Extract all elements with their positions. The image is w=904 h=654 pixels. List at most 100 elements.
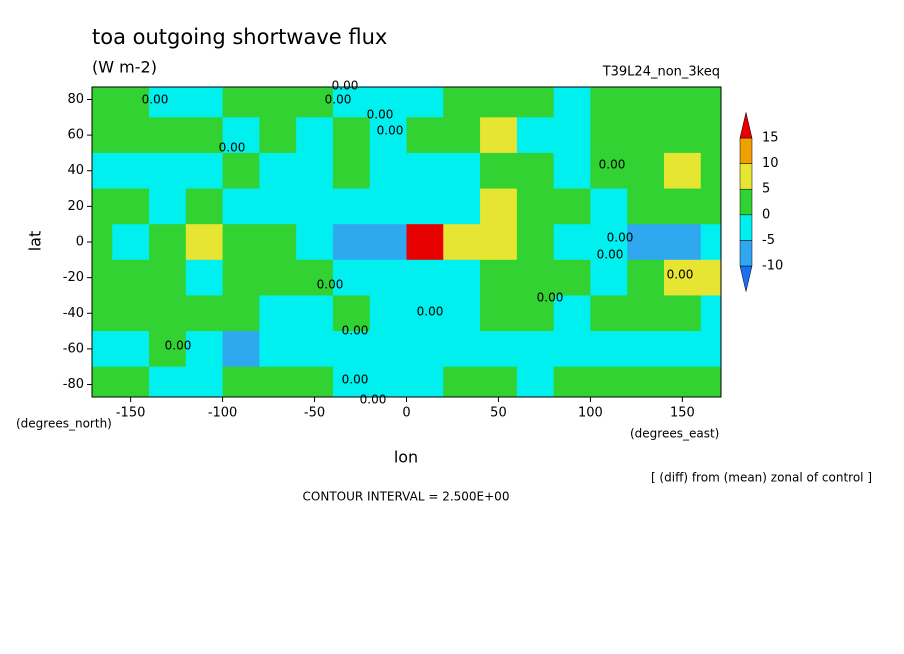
y-tick-label: 20: [67, 199, 84, 214]
contour-cell: [516, 259, 555, 296]
contour-cell: [222, 259, 260, 296]
contour-cell: [259, 259, 297, 296]
contour-label: 0.00: [342, 324, 369, 338]
contour-cell: [443, 224, 481, 261]
contour-cell: [296, 366, 334, 397]
contour-cell: [516, 117, 555, 154]
contour-cell: [369, 87, 407, 118]
contour-cell: [149, 224, 187, 261]
contour-cell: [185, 117, 224, 154]
contour-cell: [553, 259, 591, 296]
contour-cell: [590, 188, 628, 225]
contour-cell: [590, 117, 628, 154]
contour-cell: [516, 224, 555, 261]
contour-cell: [222, 295, 260, 332]
contour-cell: [259, 366, 297, 397]
contour-cell: [369, 331, 407, 368]
contour-cell: [590, 366, 628, 397]
contour-cell: [700, 366, 721, 397]
contour-cell: [92, 366, 113, 397]
contour-cell: [332, 295, 371, 332]
y-tick-label: 0: [76, 235, 84, 250]
x-tick-label: -100: [208, 406, 238, 421]
contour-cell: [700, 224, 721, 261]
y-tick-label: 40: [67, 163, 84, 178]
contour-cell: [332, 117, 371, 154]
contour-cell: [406, 87, 444, 118]
contour-cell: [627, 331, 665, 368]
colorbar-segment: [739, 188, 753, 216]
contour-cell: [480, 87, 518, 118]
contour-cell: [480, 366, 518, 397]
contour-cell: [553, 295, 591, 332]
contour-cell: [92, 188, 113, 225]
contour-cell: [92, 295, 113, 332]
contour-cell: [627, 259, 665, 296]
x-tick-label: -50: [304, 406, 325, 421]
contour-cell: [92, 117, 113, 154]
contour-cell: [185, 331, 224, 368]
contour-cell: [627, 87, 665, 118]
contour-cell: [222, 366, 260, 397]
contour-label: 0.00: [142, 93, 169, 107]
contour-label: 0.00: [377, 124, 404, 138]
contour-label: 0.00: [165, 339, 192, 353]
y-tick-label: -20: [63, 270, 84, 285]
contour-cell: [369, 188, 407, 225]
contour-cell: [296, 87, 334, 118]
contour-cell: [149, 259, 187, 296]
contour-cell: [259, 87, 297, 118]
contour-cell: [700, 295, 721, 332]
contour-cell: [627, 295, 665, 332]
contour-cell: [185, 295, 224, 332]
contour-cell: [480, 188, 518, 225]
contour-cell: [149, 366, 187, 397]
contour-cell: [663, 366, 702, 397]
contour-cell: [332, 366, 371, 397]
contour-cell: [443, 366, 481, 397]
contour-cell: [480, 152, 518, 190]
contour-cell: [222, 87, 260, 118]
colorbar-segment: [739, 265, 753, 292]
contour-cell: [296, 295, 334, 332]
colorbar-label: 0: [762, 207, 770, 222]
contour-cell: [516, 366, 555, 397]
contour-cell: [443, 152, 481, 190]
contour-cell: [92, 331, 113, 368]
contour-cell: [516, 188, 555, 225]
contour-label: 0.00: [599, 158, 626, 172]
contour-cell: [149, 331, 187, 368]
contour-cell: [296, 117, 334, 154]
contour-cell: [663, 331, 702, 368]
contour-cell: [443, 87, 481, 118]
contour-cell: [627, 188, 665, 225]
contour-cell: [222, 117, 260, 154]
contour-cell: [222, 188, 260, 225]
contour-cell: [516, 87, 555, 118]
contour-cell: [369, 259, 407, 296]
colorbar-label: 15: [762, 131, 779, 146]
contour-cell: [406, 117, 444, 154]
contour-cell: [185, 224, 224, 261]
contour-cell: [553, 152, 591, 190]
contour-cell: [443, 295, 481, 332]
contour-cell: [369, 117, 407, 154]
contour-cell: [627, 117, 665, 154]
contour-cell: [553, 87, 591, 118]
x-tick-label: -150: [116, 406, 146, 421]
contour-cell: [516, 152, 555, 190]
colorbar-segment: [739, 137, 753, 164]
colorbar-segment: [739, 112, 753, 139]
contour-cell: [259, 224, 297, 261]
contour-cell: [406, 295, 444, 332]
contour-label: 0.00: [360, 393, 387, 407]
contour-label: 0.00: [332, 79, 359, 93]
contour-cell: [369, 224, 407, 261]
y-unit-label: (degrees_north): [16, 417, 112, 431]
contour-label: 0.00: [342, 373, 369, 387]
contour-cell: [296, 188, 334, 225]
y-tick-label: 80: [67, 92, 84, 107]
contour-cell: [590, 331, 628, 368]
colorbar-label: 10: [762, 156, 779, 171]
contour-cell: [590, 259, 628, 296]
